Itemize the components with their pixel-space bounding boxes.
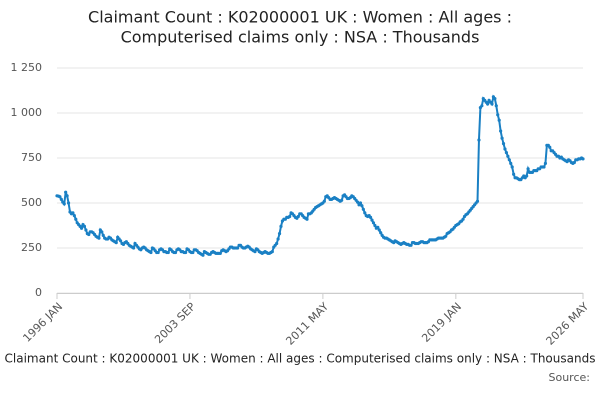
point xyxy=(493,97,497,101)
point xyxy=(525,174,529,178)
point xyxy=(368,215,373,219)
point xyxy=(288,214,292,219)
point xyxy=(461,217,465,221)
point xyxy=(360,204,364,208)
point xyxy=(379,231,383,235)
point xyxy=(84,228,88,232)
point xyxy=(509,161,513,165)
point xyxy=(184,250,188,255)
point xyxy=(114,241,118,245)
point xyxy=(156,250,160,255)
point xyxy=(201,253,205,257)
x-tick-label: 2003 SEP xyxy=(152,300,198,346)
point xyxy=(322,199,326,203)
y-tick-label: 0 xyxy=(35,286,42,299)
point xyxy=(373,223,377,228)
point xyxy=(376,225,380,229)
point xyxy=(72,214,76,218)
point xyxy=(71,211,75,215)
point xyxy=(497,118,501,122)
x-tick-label: 2011 MAY xyxy=(283,300,331,348)
line xyxy=(56,94,584,257)
point xyxy=(173,250,178,255)
point xyxy=(253,250,257,254)
point xyxy=(74,217,78,221)
point xyxy=(542,165,546,169)
chart-title-line: Claimant Count : K02000001 UK : Women : … xyxy=(88,8,512,27)
point xyxy=(97,236,101,240)
point xyxy=(296,214,300,219)
point xyxy=(499,129,503,133)
point xyxy=(87,232,91,237)
point xyxy=(363,211,367,215)
point xyxy=(572,160,576,165)
point xyxy=(166,250,170,255)
y-tick-label: 250 xyxy=(21,241,42,254)
point xyxy=(480,104,484,108)
point xyxy=(500,136,504,140)
x-tick-label: 1996 JAN xyxy=(20,300,65,345)
point xyxy=(305,217,309,221)
point xyxy=(581,157,585,161)
point xyxy=(543,161,548,165)
y-tick-label: 750 xyxy=(21,151,42,164)
point xyxy=(361,207,365,211)
point xyxy=(79,226,84,230)
point xyxy=(504,151,509,155)
point xyxy=(65,194,69,198)
point xyxy=(270,250,274,254)
point xyxy=(501,142,506,146)
point xyxy=(236,246,240,250)
point xyxy=(218,251,222,255)
point xyxy=(191,250,195,255)
point xyxy=(59,197,63,201)
point xyxy=(101,233,105,237)
point xyxy=(377,228,381,232)
point xyxy=(82,224,87,228)
point xyxy=(149,250,153,255)
point xyxy=(358,201,363,205)
point xyxy=(475,199,480,203)
point xyxy=(548,145,552,149)
point xyxy=(512,172,516,176)
point xyxy=(506,154,510,158)
point xyxy=(100,230,104,234)
y-tick-label: 1 250 xyxy=(11,61,43,74)
point xyxy=(477,138,481,142)
point xyxy=(507,158,511,162)
point xyxy=(370,218,374,222)
point xyxy=(496,113,500,117)
point xyxy=(486,102,490,106)
point xyxy=(58,195,62,199)
point xyxy=(490,102,494,106)
point xyxy=(371,221,376,225)
point xyxy=(503,147,507,151)
y-tick-label: 500 xyxy=(21,196,42,209)
point xyxy=(526,167,530,171)
point xyxy=(275,241,279,246)
point xyxy=(494,104,498,108)
point xyxy=(355,200,360,204)
point xyxy=(64,190,68,194)
point xyxy=(409,243,413,247)
point xyxy=(276,237,280,241)
point xyxy=(279,224,283,228)
point xyxy=(131,246,136,250)
x-tick-label: 2026 MAY xyxy=(544,300,592,348)
footer: Claimant Count : K02000001 UK : Women : … xyxy=(5,352,596,366)
point xyxy=(340,198,344,202)
point xyxy=(277,232,282,236)
point xyxy=(66,201,71,205)
chart-title-line: Computerised claims only : NSA : Thousan… xyxy=(121,28,480,47)
point xyxy=(444,234,448,238)
point xyxy=(62,202,66,206)
y-tick-label: 1 000 xyxy=(11,106,43,119)
source: Source: xyxy=(549,371,591,384)
point xyxy=(510,165,514,169)
x-tick-label: 2019 JAN xyxy=(419,300,464,345)
point xyxy=(118,239,123,243)
